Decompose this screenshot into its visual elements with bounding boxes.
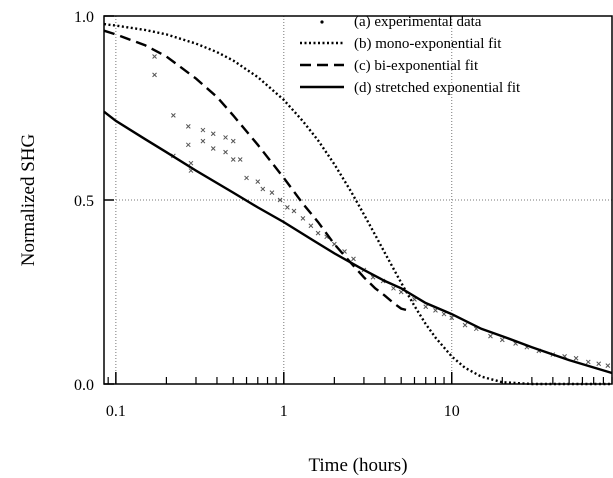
data-point <box>423 304 429 310</box>
data-point <box>244 175 249 181</box>
legend-label: (d) stretched exponential fit <box>354 80 521 96</box>
y-tick-label: 0.5 <box>74 193 94 210</box>
data-point <box>223 149 228 155</box>
legend-marker <box>320 20 324 24</box>
data-point <box>285 205 290 210</box>
data-point <box>573 355 579 361</box>
data-point <box>398 289 404 295</box>
data-point <box>331 241 337 247</box>
data-point <box>315 230 321 236</box>
x-tick-label: 1 <box>280 403 288 420</box>
series-line-dashed <box>103 29 409 312</box>
data-point <box>596 361 602 367</box>
legend-label: (c) bi-exponential fit <box>354 58 479 74</box>
data-point <box>277 197 283 203</box>
x-axis-label: Time (hours) <box>308 455 407 476</box>
data-point <box>200 138 206 144</box>
legend-item: (b) mono-exponential fit <box>300 36 502 52</box>
data-point <box>210 146 216 151</box>
data-point <box>605 363 611 368</box>
legend: (a) experimental data (b) mono-exponentia… <box>300 14 521 96</box>
data-point <box>462 322 468 328</box>
x-tick-label: 0.1 <box>106 403 126 420</box>
data-point <box>308 223 314 229</box>
data-point <box>237 157 243 162</box>
data-point <box>585 359 591 365</box>
data-point <box>200 127 206 133</box>
data-point <box>185 142 191 148</box>
data-point <box>300 216 306 221</box>
data-point <box>449 315 455 321</box>
data-point <box>269 190 275 195</box>
legend-label: (a) experimental data <box>354 14 482 30</box>
data-point <box>391 285 396 291</box>
data-point <box>210 131 216 137</box>
data-point <box>433 308 438 313</box>
x-tick-label: 10 <box>444 403 460 420</box>
data-point <box>260 186 266 192</box>
data-point <box>152 54 157 59</box>
data-point <box>188 160 194 166</box>
data-point <box>499 337 505 343</box>
plot-area <box>103 22 613 386</box>
legend-item: (d) stretched exponential fit <box>300 80 521 96</box>
y-tick-label: 0.0 <box>74 377 94 394</box>
data-point <box>441 311 447 317</box>
data-point <box>171 113 176 118</box>
series-line-dotted <box>103 22 612 386</box>
data-point <box>230 157 236 162</box>
data-point <box>230 138 236 144</box>
data-point <box>185 124 191 129</box>
grid-lines <box>104 16 612 384</box>
y-tick-label: 1.0 <box>74 9 94 26</box>
legend-item: (a) experimental data <box>320 14 482 30</box>
data-point <box>291 208 297 214</box>
y-axis: 0.0 0.5 1.0 <box>74 9 114 394</box>
legend-item: (c) bi-exponential fit <box>300 58 479 74</box>
x-axis: 0.1 1 10 <box>106 372 613 420</box>
data-point <box>152 72 157 78</box>
legend-label: (b) mono-exponential fit <box>354 36 502 52</box>
data-point <box>488 333 493 339</box>
data-point <box>351 256 356 262</box>
data-point <box>223 135 228 140</box>
y-axis-label: Normalized SHG <box>18 134 39 267</box>
data-point <box>255 179 261 184</box>
series-line-solid <box>103 110 613 375</box>
